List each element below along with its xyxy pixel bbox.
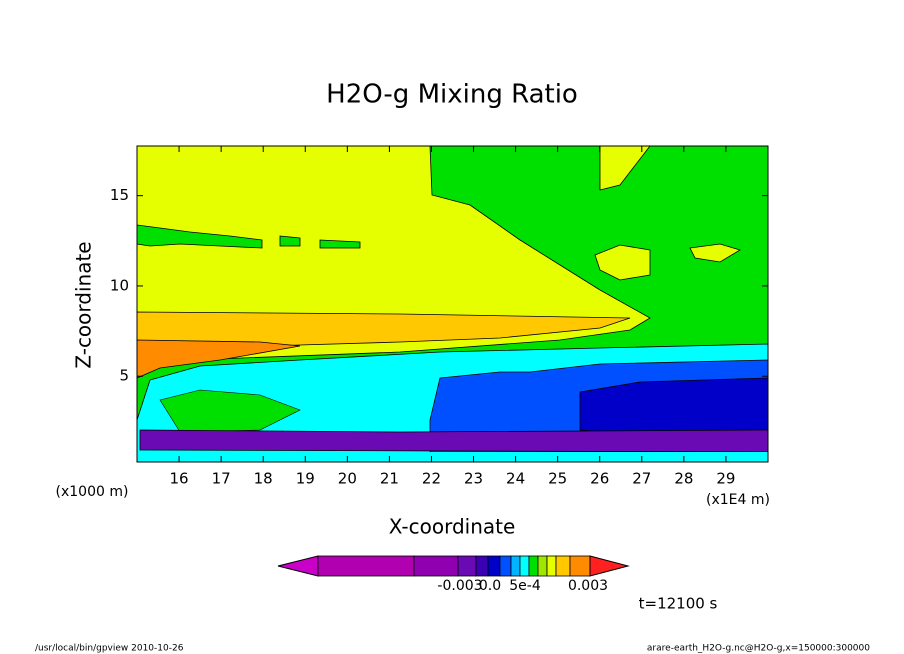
x-tick-label: 16 xyxy=(170,470,189,488)
x-tick-label: 18 xyxy=(254,470,273,488)
contour-region xyxy=(136,224,263,249)
colorbar-segment xyxy=(589,555,630,577)
contour-region xyxy=(279,235,301,247)
contour-region xyxy=(689,243,741,263)
colorbar-segment xyxy=(475,555,489,577)
colorbar-segment xyxy=(546,555,557,577)
y-axis-label: Z-coordinate xyxy=(72,241,96,368)
x-tick-label: 22 xyxy=(422,470,441,488)
x-tick-label: 26 xyxy=(590,470,609,488)
annotation: t=12100 s xyxy=(639,595,718,613)
y-tick-label: 5 xyxy=(119,367,129,385)
contour-region xyxy=(594,244,651,281)
contour-region xyxy=(136,145,651,363)
x-tick-label: 23 xyxy=(464,470,483,488)
x-tick-label: 27 xyxy=(632,470,651,488)
y-tick-label: 10 xyxy=(110,276,129,294)
colorbar-label: 0.0 xyxy=(479,578,501,594)
colorbar-segment xyxy=(487,555,501,577)
contour-region xyxy=(319,239,361,249)
x-tick-label: 19 xyxy=(296,470,315,488)
contour-field xyxy=(136,145,769,463)
colorbar-segment xyxy=(413,555,459,577)
colorbar-segment xyxy=(277,555,319,577)
footer-right: arare-earth_H2O-g.nc@H2O-g,x=150000:3000… xyxy=(647,644,870,654)
colorbar-segment xyxy=(537,555,548,577)
colorbar-segment xyxy=(499,555,512,577)
colorbar-segment xyxy=(457,555,477,577)
colorbar-segment xyxy=(555,555,571,577)
x-axis-label: X-coordinate xyxy=(389,515,516,539)
colorbar-segment xyxy=(317,555,415,577)
colorbar-label: 0.003 xyxy=(568,578,608,594)
x-tick-label: 21 xyxy=(380,470,399,488)
x-tick-label: 20 xyxy=(338,470,357,488)
plot-frame xyxy=(136,145,769,463)
colorbar-segment xyxy=(569,555,591,577)
x-tick-label: 17 xyxy=(212,470,231,488)
x-tick-label: 28 xyxy=(674,470,693,488)
x-tick-label: 25 xyxy=(548,470,567,488)
x-tick-label: 24 xyxy=(506,470,525,488)
chart-title: H2O-g Mixing Ratio xyxy=(326,80,578,110)
colorbar-segment xyxy=(510,555,521,577)
y-unit: (x1000 m) xyxy=(56,484,129,500)
colorbar-segment xyxy=(528,555,539,577)
x-tick-label: 29 xyxy=(716,470,735,488)
colorbar-segment xyxy=(519,555,530,577)
footer-left: /usr/local/bin/gpview 2010-10-26 xyxy=(35,644,184,654)
colorbar-label: 5e-4 xyxy=(509,578,541,594)
colorbar-label: -0.003 xyxy=(437,578,482,594)
y-tick-label: 15 xyxy=(110,186,129,204)
contour-region xyxy=(139,429,769,453)
x-unit: (x1E4 m) xyxy=(706,492,770,508)
contour-region xyxy=(137,452,768,462)
